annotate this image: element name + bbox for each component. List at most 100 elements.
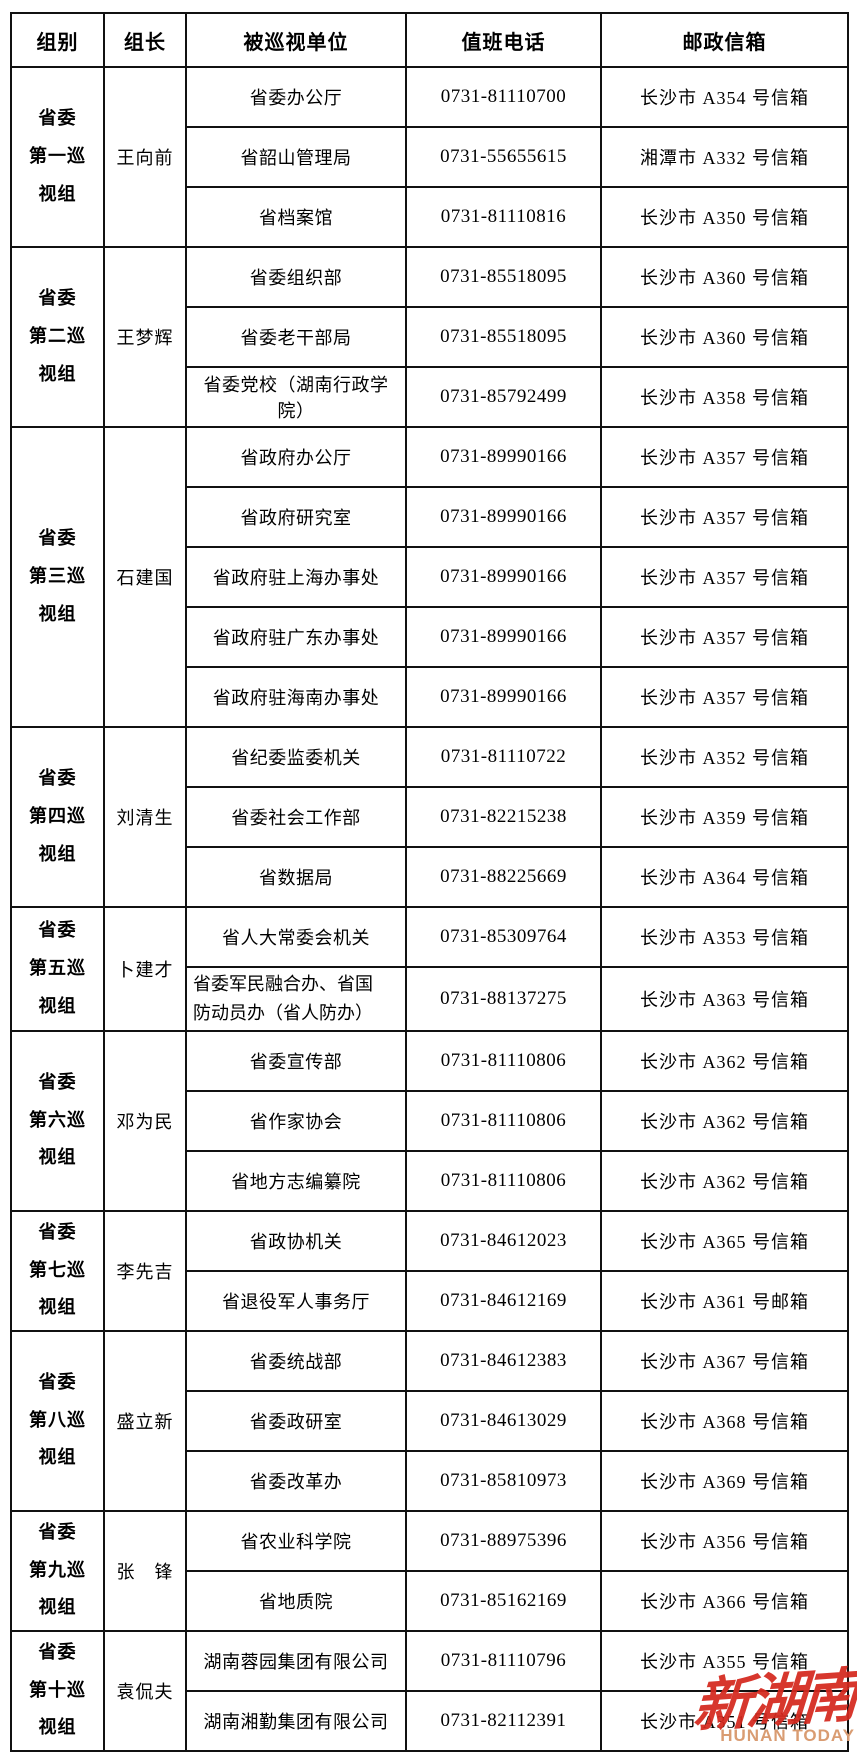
column-header-unit: 被巡视单位	[185, 12, 407, 68]
cell-phone: 0731-88975396	[405, 1509, 602, 1572]
cell-phone: 0731-85162169	[405, 1569, 602, 1632]
cell-group-leader: 王向前	[103, 66, 187, 248]
cell-phone: 0731-82112391	[405, 1689, 602, 1752]
cell-postbox: 长沙市 A367 号信箱	[600, 1329, 849, 1392]
table-row: 省政府驻上海办事处 0731-89990166 长沙市 A357 号信箱	[11, 546, 849, 608]
cell-phone: 0731-88225669	[405, 846, 602, 908]
header-row: 组别 组长 被巡视单位 值班电话 邮政信箱	[10, 12, 849, 68]
cell-postbox: 长沙市 A357 号信箱	[600, 666, 849, 728]
table-row: 省政府驻广东办事处 0731-89990166 长沙市 A357 号信箱	[11, 606, 849, 668]
cell-phone: 0731-81110816	[405, 186, 602, 248]
cell-postbox: 长沙市 A353 号信箱	[600, 906, 849, 968]
cell-unit: 省委办公厅	[185, 66, 407, 128]
table-row: 省地方志编纂院 0731-81110806 长沙市 A362 号信箱	[11, 1149, 849, 1212]
cell-postbox: 长沙市 A362 号信箱	[600, 1089, 849, 1152]
cell-postbox: 长沙市 A362 号信箱	[600, 1029, 849, 1092]
table-row: 省数据局 0731-88225669 长沙市 A364 号信箱	[11, 846, 849, 908]
cell-unit: 省委宣传部	[185, 1029, 407, 1092]
cell-postbox: 长沙市 A352 号信箱	[600, 726, 849, 788]
table-row: 省委改革办 0731-85810973 长沙市 A369 号信箱	[11, 1449, 849, 1512]
table-row: 省委社会工作部 0731-82215238 长沙市 A359 号信箱	[11, 786, 849, 848]
cell-postbox: 长沙市 A356 号信箱	[600, 1509, 849, 1572]
cell-phone: 0731-85309764	[405, 906, 602, 968]
cell-postbox: 长沙市 A360 号信箱	[600, 306, 849, 368]
cell-unit: 省委政研室	[185, 1389, 407, 1452]
column-header-phone: 值班电话	[405, 12, 602, 68]
column-header-group: 组别	[10, 12, 105, 68]
cell-group-name: 省委 第一巡 视组	[10, 66, 105, 248]
cell-unit: 省政府研究室	[185, 486, 407, 548]
cell-postbox: 长沙市 A351 号信箱	[600, 1689, 849, 1752]
cell-unit: 省政府驻广东办事处	[185, 606, 407, 668]
cell-postbox: 长沙市 A359 号信箱	[600, 786, 849, 848]
cell-unit: 省委统战部	[185, 1329, 407, 1392]
cell-phone: 0731-55655615	[405, 126, 602, 188]
table-row: 省委 第八巡 视组 盛立新 省委统战部 0731-84612383 长沙市 A3…	[10, 1329, 849, 1512]
table-row: 省委 第一巡 视组 王向前 省委办公厅 0731-81110700 长沙市 A3…	[10, 66, 849, 248]
table-row: 省委 第四巡 视组 刘清生 省纪委监委机关 0731-81110722 长沙市 …	[10, 726, 849, 908]
table-row: 省委 第三巡 视组 石建国 省政府办公厅 0731-89990166 长沙市 A…	[10, 426, 849, 728]
table-row: 省作家协会 0731-81110806 长沙市 A362 号信箱	[11, 1089, 849, 1152]
cell-postbox: 长沙市 A357 号信箱	[600, 486, 849, 548]
cell-unit: 省作家协会	[185, 1089, 407, 1152]
cell-unit: 湖南湘勤集团有限公司	[185, 1689, 407, 1752]
cell-phone: 0731-84612169	[405, 1269, 602, 1332]
cell-postbox: 长沙市 A362 号信箱	[600, 1149, 849, 1212]
cell-group-name: 省委 第二巡 视组	[10, 246, 105, 428]
cell-phone: 0731-81110722	[405, 726, 602, 788]
table-row: 省政府研究室 0731-89990166 长沙市 A357 号信箱	[11, 486, 849, 548]
table-row: 省委 第五巡 视组 卜建才 省人大常委会机关 0731-85309764 长沙市…	[10, 906, 849, 1032]
cell-group-leader: 王梦辉	[103, 246, 187, 428]
cell-group-name: 省委 第九巡 视组	[10, 1509, 105, 1632]
table-row: 省韶山管理局 0731-55655615 湘潭市 A332 号信箱	[11, 126, 849, 188]
cell-unit: 湖南蓉园集团有限公司	[185, 1629, 407, 1692]
table-row: 湖南湘勤集团有限公司 0731-82112391 长沙市 A351 号信箱	[11, 1689, 849, 1752]
cell-unit: 省政府办公厅	[185, 426, 407, 488]
cell-group-leader: 张 锋	[103, 1509, 187, 1632]
cell-phone: 0731-89990166	[405, 486, 602, 548]
cell-unit: 省纪委监委机关	[185, 726, 407, 788]
cell-group-name: 省委 第七巡 视组	[10, 1209, 105, 1332]
cell-phone: 0731-84612383	[405, 1329, 602, 1392]
cell-unit: 省数据局	[185, 846, 407, 908]
table-row: 省档案馆 0731-81110816 长沙市 A350 号信箱	[11, 186, 849, 248]
cell-unit: 省地方志编纂院	[185, 1149, 407, 1212]
cell-group-name: 省委 第六巡 视组	[10, 1029, 105, 1212]
cell-postbox: 长沙市 A355 号信箱	[600, 1629, 849, 1692]
cell-postbox: 长沙市 A363 号信箱	[600, 966, 849, 1032]
cell-unit: 省委军民融合办、省国 防动员办（省人防办）	[185, 966, 407, 1032]
cell-unit: 省档案馆	[185, 186, 407, 248]
cell-group-name: 省委 第十巡 视组	[10, 1629, 105, 1752]
table-row: 省委 第六巡 视组 邓为民 省委宣传部 0731-81110806 长沙市 A3…	[10, 1029, 849, 1212]
table-row: 省委 第七巡 视组 李先吉 省政协机关 0731-84612023 长沙市 A3…	[10, 1209, 849, 1332]
table-row: 省委 第二巡 视组 王梦辉 省委组织部 0731-85518095 长沙市 A3…	[10, 246, 849, 428]
cell-postbox: 长沙市 A369 号信箱	[600, 1449, 849, 1512]
table-row: 省退役军人事务厅 0731-84612169 长沙市 A361 号邮箱	[11, 1269, 849, 1332]
cell-postbox: 长沙市 A354 号信箱	[600, 66, 849, 128]
cell-phone: 0731-81110700	[405, 66, 602, 128]
cell-unit: 省地质院	[185, 1569, 407, 1632]
cell-phone: 0731-81110806	[405, 1149, 602, 1212]
cell-phone: 0731-89990166	[405, 426, 602, 488]
cell-unit: 省委党校（湖南行政学院）	[185, 366, 407, 428]
cell-unit: 省农业科学院	[185, 1509, 407, 1572]
cell-group-name: 省委 第四巡 视组	[10, 726, 105, 908]
cell-unit: 省政府驻海南办事处	[185, 666, 407, 728]
cell-group-leader: 刘清生	[103, 726, 187, 908]
cell-postbox: 长沙市 A357 号信箱	[600, 606, 849, 668]
cell-postbox: 长沙市 A365 号信箱	[600, 1209, 849, 1272]
cell-unit: 省人大常委会机关	[185, 906, 407, 968]
cell-phone: 0731-81110806	[405, 1089, 602, 1152]
table-row: 省委 第九巡 视组 张 锋 省农业科学院 0731-88975396 长沙市 A…	[10, 1509, 849, 1632]
cell-unit: 省政协机关	[185, 1209, 407, 1272]
cell-postbox: 长沙市 A364 号信箱	[600, 846, 849, 908]
cell-phone: 0731-88137275	[405, 966, 602, 1032]
cell-phone: 0731-89990166	[405, 606, 602, 668]
table-row: 省委老干部局 0731-85518095 长沙市 A360 号信箱	[11, 306, 849, 368]
cell-phone: 0731-82215238	[405, 786, 602, 848]
cell-unit: 省委组织部	[185, 246, 407, 308]
cell-phone: 0731-85810973	[405, 1449, 602, 1512]
cell-group-name: 省委 第五巡 视组	[10, 906, 105, 1032]
cell-phone: 0731-85518095	[405, 306, 602, 368]
